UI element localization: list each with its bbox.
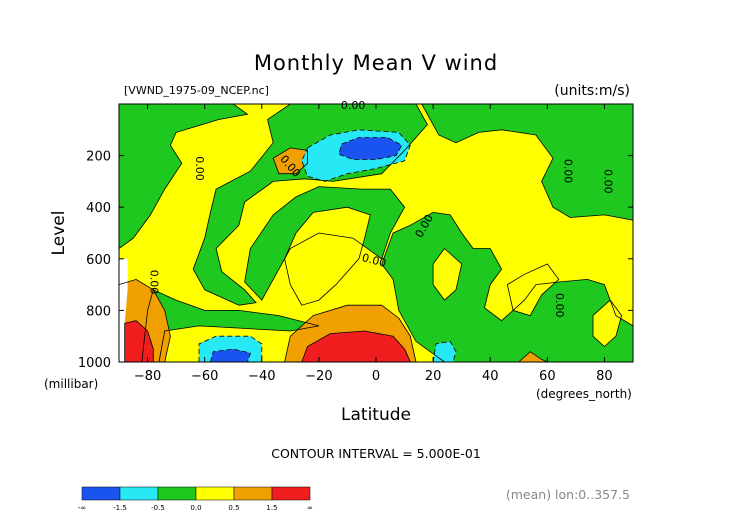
contour-line-yellow-center-tongue: [284, 206, 371, 306]
y-tick-label: 600: [86, 253, 111, 268]
contour-line-yellow-right-pocket-2: [506, 263, 560, 317]
colorbar-swatch: [271, 486, 311, 501]
region-red-lower-left: [124, 320, 154, 362]
file-label: [VWND_1975-09_NCEP.nc]: [124, 84, 269, 97]
footnote: (mean) lon:0..357.5: [506, 487, 630, 502]
colorbar: -∞ -1.5 -0.5 0.0 0.5 1.5 ∞: [78, 486, 313, 512]
colorbar-label: -0.5: [151, 504, 165, 512]
contour-label: 0.00: [601, 169, 614, 194]
contour-line-green-lower-right: [381, 211, 634, 363]
x-tick-label: −60: [191, 369, 218, 384]
contour-label: 0.00: [561, 159, 574, 184]
x-axis-label: Latitude: [341, 405, 411, 425]
region-blue-upper: [338, 137, 402, 160]
region-yellow-center-tongue: [284, 207, 371, 306]
contour-line-green-upper-center: [192, 103, 428, 306]
x-tick-label: 40: [482, 369, 499, 384]
colorbar-swatch: [81, 486, 121, 501]
contour-line-orange-lower-center: [284, 304, 417, 363]
x-tick-label: −40: [248, 369, 275, 384]
colorbar-swatch: [195, 486, 235, 501]
y-tick-label: 1000: [78, 356, 111, 371]
contour-label: 0.00: [553, 293, 566, 318]
region-green-upper-right: [421, 104, 633, 221]
region-blue-lower: [210, 349, 251, 362]
colorbar-label: ∞: [307, 504, 313, 512]
y-axis-label: Level: [49, 211, 69, 256]
contour-label: 0.00: [361, 251, 388, 270]
contour-label: 0.00: [193, 156, 206, 181]
region-orange-upper: [273, 147, 308, 174]
contour-line-red-lower-center: [301, 330, 411, 363]
contour-interval-text: CONTOUR INTERVAL = 5.000E-01: [271, 446, 481, 461]
contour-line-green-upper-right: [421, 103, 634, 221]
contour-line-yellow-right-pocket-3: [592, 299, 623, 348]
region-cyan-lower-right: [433, 341, 456, 362]
region-green-bottom-left: [141, 289, 319, 362]
region-yellow-right-pockets: [433, 248, 462, 301]
colorbar-swatch: [233, 486, 273, 501]
region-orange-lower-right: [518, 351, 548, 362]
colorbar-label: 0.5: [228, 504, 239, 512]
contour-line-green-mid-center: [244, 186, 406, 301]
y-axis: 200 400 600 800 1000: [78, 150, 633, 371]
contour-label: 0.00: [147, 270, 160, 295]
contour-line-green-nw: [118, 103, 249, 250]
contour-line-blue-upper: [338, 137, 403, 160]
contour-line-cyan-upper: [301, 129, 411, 182]
x-tick-label: 0: [372, 369, 380, 384]
y-tick-label: 800: [86, 304, 111, 319]
region-green-nw: [119, 104, 248, 249]
contour-label: 0.00: [341, 99, 366, 112]
colorbar-label: -∞: [78, 504, 86, 512]
y-tick-label: 400: [86, 201, 111, 216]
x-tick-label: −80: [134, 369, 161, 384]
colorbar-swatch: [157, 486, 197, 501]
x-tick-label: 60: [539, 369, 556, 384]
colorbar-swatch: [119, 486, 159, 501]
chart-title: Monthly Mean V wind: [254, 51, 498, 75]
x-tick-label: −20: [305, 369, 332, 384]
colorbar-label: 0.0: [190, 504, 201, 512]
y-axis-units: (millibar): [44, 377, 98, 391]
plot-area: 0.000.000.000.000.000.000.00 0.000.00: [118, 99, 634, 363]
contour-line-green-bottom-left: [141, 289, 319, 363]
contour-line-orange-upper: [272, 147, 308, 175]
contour-line-yellow-right-pockets: [432, 247, 463, 301]
x-tick-label: 20: [425, 369, 442, 384]
y-tick-label: 200: [86, 150, 111, 165]
units-label: (units:m/s): [554, 83, 630, 99]
x-tick-label: 80: [596, 369, 613, 384]
x-axis-units: (degrees_north): [536, 387, 632, 401]
region-red-lower-center: [301, 331, 411, 362]
colorbar-label: -1.5: [113, 504, 127, 512]
contour-line-cyan-lower-left: [198, 335, 263, 363]
x-axis: −80 −60 −40 −20 0 20 40 60 80: [134, 104, 613, 384]
colorbar-label: 1.5: [266, 504, 277, 512]
